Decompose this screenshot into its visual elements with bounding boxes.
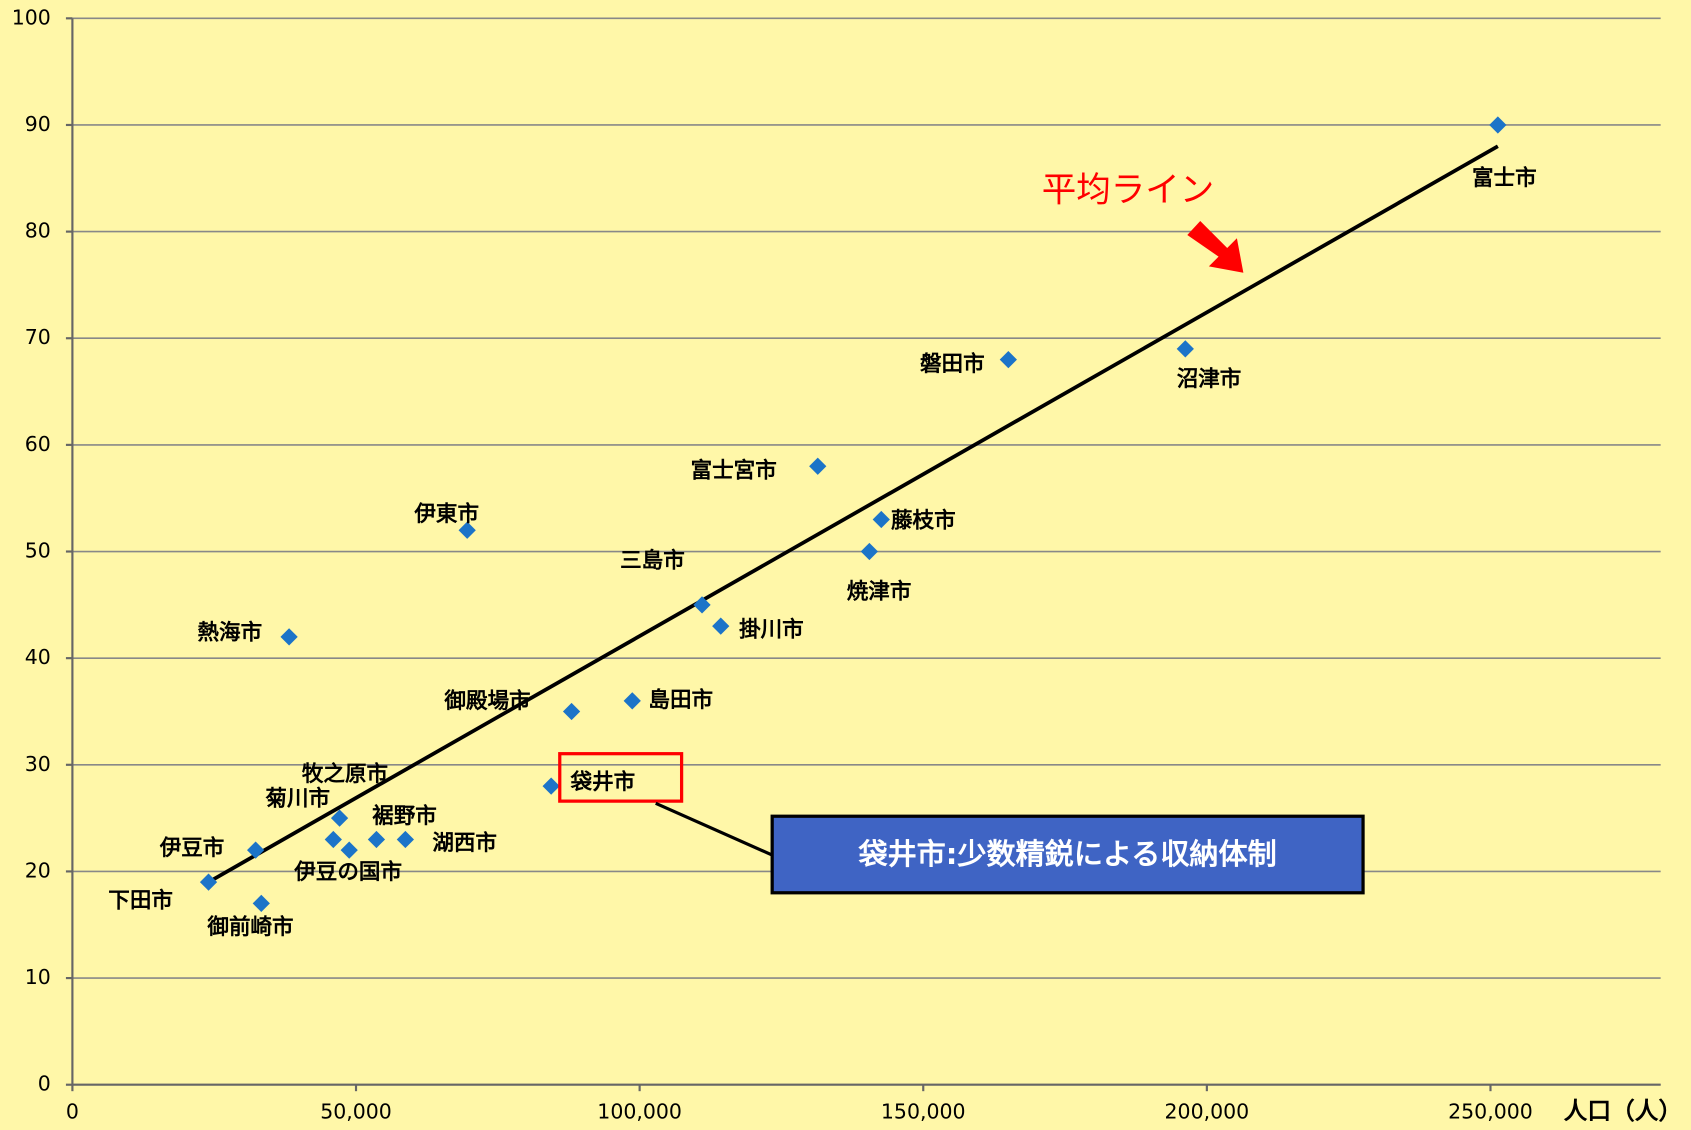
y-tick-label: 80	[25, 219, 51, 243]
arrow	[1187, 221, 1244, 273]
point-label: 菊川市	[265, 786, 330, 812]
x-tick-label: 100,000	[597, 1100, 682, 1124]
point	[367, 830, 386, 849]
point-label: 富士市	[1472, 165, 1537, 191]
point	[246, 841, 265, 859]
x-tick-label: 200,000	[1165, 1100, 1250, 1124]
point-label: 磐田市	[920, 351, 985, 377]
point-label: 裾野市	[372, 803, 437, 829]
point	[396, 830, 414, 849]
point	[693, 596, 711, 614]
y-tick-label: 90	[25, 112, 51, 136]
callout-box	[770, 814, 1365, 895]
point	[562, 702, 581, 721]
point	[860, 542, 878, 561]
point	[809, 457, 827, 475]
y-tick-label: 60	[25, 432, 51, 456]
x-tick-label: 150,000	[881, 1100, 966, 1124]
point-label: 藤枝市	[891, 508, 956, 534]
point	[324, 830, 342, 849]
point	[252, 894, 270, 913]
x-tick-label: 50,000	[320, 1100, 392, 1124]
point-label: 伊豆の国市	[293, 859, 402, 885]
point-label: 富士宮市	[691, 458, 777, 484]
point-label: 牧之原市	[302, 761, 388, 787]
point-label: 沼津市	[1177, 366, 1242, 392]
point	[330, 809, 349, 827]
y-tick-label: 20	[25, 858, 51, 882]
point	[340, 841, 358, 859]
x-tick-label: 0	[66, 1100, 79, 1124]
y-tick-label: 0	[38, 1072, 51, 1096]
point-label: 熱海市	[197, 620, 262, 646]
point	[1489, 116, 1507, 134]
y-tick-label: 100	[12, 5, 51, 29]
point-label: 袋井市	[570, 769, 636, 795]
y-tick-label: 70	[25, 325, 51, 349]
x-tick-label: 250,000	[1448, 1100, 1533, 1124]
trend-group	[207, 144, 1499, 884]
y-tick-label: 10	[25, 965, 51, 989]
y-tick-label: 50	[25, 539, 51, 563]
point-label: 三島市	[620, 548, 685, 574]
y-tick-label: 40	[25, 645, 51, 669]
point	[712, 617, 730, 635]
point-label: 伊東市	[413, 501, 479, 527]
callout-text: 袋井市:少数精鋭による収納体制	[857, 837, 1276, 871]
point	[280, 628, 298, 646]
highlight-box	[558, 752, 684, 803]
point	[458, 521, 476, 539]
point	[999, 350, 1017, 369]
trend-line	[207, 144, 1499, 884]
point	[542, 777, 560, 795]
point-label: 掛川市	[739, 616, 804, 642]
average-line-label: 平均ライン	[1042, 170, 1215, 210]
point-label: 下田市	[108, 888, 173, 914]
callout-connector	[655, 801, 773, 857]
point-label: 御前崎市	[206, 914, 293, 940]
point-label: 島田市	[648, 687, 713, 713]
point-label: 焼津市	[847, 578, 912, 604]
point	[872, 510, 890, 529]
point-label: 御殿場市	[443, 688, 530, 714]
point	[1176, 340, 1194, 358]
x-axis-label: 人口（人）	[1564, 1097, 1683, 1125]
point	[623, 692, 641, 710]
point-label: 湖西市	[432, 830, 497, 856]
y-tick-label: 30	[25, 752, 51, 776]
point-label: 伊豆市	[159, 835, 225, 861]
